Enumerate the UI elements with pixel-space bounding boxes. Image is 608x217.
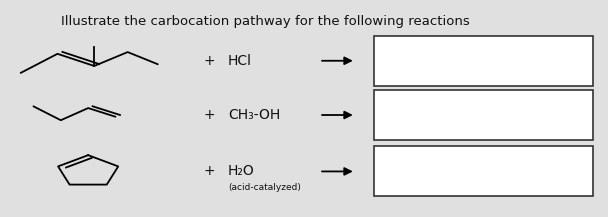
Text: +: + [204,108,216,122]
Bar [374,146,593,196]
Text: CH₃-OH: CH₃-OH [228,108,280,122]
Text: (acid-catalyzed): (acid-catalyzed) [228,183,301,192]
Text: +: + [204,164,216,178]
Text: Illustrate the carbocation pathway for the following reactions: Illustrate the carbocation pathway for t… [61,15,469,28]
Text: +: + [204,54,216,68]
Bar [374,90,593,140]
Text: H₂O: H₂O [228,164,255,178]
Bar [374,36,593,86]
Text: HCl: HCl [228,54,252,68]
